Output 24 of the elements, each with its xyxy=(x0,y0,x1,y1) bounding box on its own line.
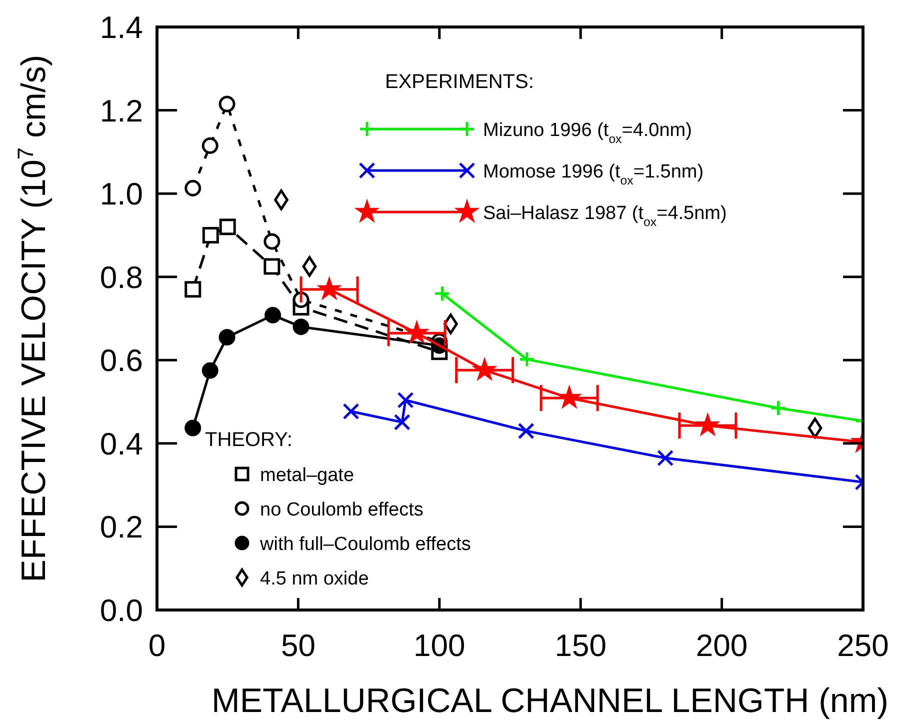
y-tick-label: 0.0 xyxy=(100,593,143,628)
legend-label: metal–gate xyxy=(260,465,354,486)
y-tick-label: 1.4 xyxy=(100,10,143,45)
legend-label: with full–Coulomb effects xyxy=(259,534,471,555)
legend-label: 4.5 nm oxide xyxy=(260,568,369,590)
x-axis-title: METALLURGICAL CHANNEL LENGTH (nm) xyxy=(212,682,888,720)
y-tick-label: 0.4 xyxy=(100,426,143,462)
y-tick-label: 1.0 xyxy=(100,176,143,212)
x-tick-label: 150 xyxy=(554,628,606,663)
x-tick-label: 0 xyxy=(148,628,166,663)
x-tick-label: 100 xyxy=(414,628,466,663)
x-tick-label: 200 xyxy=(696,628,748,663)
y-tick-label: 0.6 xyxy=(100,343,143,378)
legend-label: Momose 1996 (t$_{ox}$=1.5nm) xyxy=(483,162,704,188)
y-tick-label: 1.2 xyxy=(100,93,143,128)
annotation: THEORY: xyxy=(205,429,292,451)
x-tick-label: 250 xyxy=(837,628,889,663)
legend-label: no Coulomb effects xyxy=(260,500,424,520)
y-tick-label: 0.2 xyxy=(100,510,143,545)
annotation: EXPERIMENTS: xyxy=(385,71,534,93)
legend-label: Sai–Halasz 1987 (t$_{ox}$=4.5nm) xyxy=(483,203,727,229)
y-tick-label: 0.8 xyxy=(100,260,143,295)
legend-label: Mizuno 1996 (t$_{ox}$=4.0nm) xyxy=(483,120,692,146)
x-tick-label: 50 xyxy=(280,628,316,663)
